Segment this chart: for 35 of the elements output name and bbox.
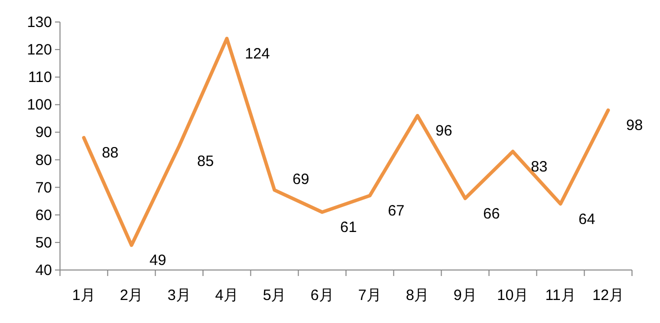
data-label: 96	[436, 122, 452, 140]
data-label: 85	[197, 153, 214, 170]
y-tick-label: 90	[35, 124, 52, 142]
data-label: 69	[292, 171, 310, 188]
y-tick-label: 50	[35, 234, 52, 252]
x-tick-label: 10月	[496, 287, 529, 304]
y-tick-label: 100	[26, 96, 52, 114]
data-label: 49	[150, 252, 166, 270]
x-tick-label: 3月	[167, 287, 191, 304]
data-label: 64	[578, 210, 596, 228]
y-tick-label: 60	[35, 206, 52, 224]
y-tick-label: 80	[35, 152, 52, 169]
x-tick-label: 8月	[406, 287, 430, 304]
data-label: 124	[244, 46, 270, 63]
line-series	[82, 36, 610, 247]
x-tick-label: 4月	[215, 287, 239, 304]
x-tick-label: 2月	[120, 287, 144, 304]
data-label: 61	[340, 219, 357, 236]
data-label: 98	[626, 117, 643, 134]
x-tick-label: 1月	[72, 287, 96, 304]
data-label: 66	[483, 205, 500, 222]
x-tick-label: 5月	[262, 287, 286, 304]
y-tick-label: 130	[26, 14, 52, 31]
x-tick-label: 11月	[545, 287, 576, 304]
x-tick-label: 9月	[453, 287, 477, 304]
data-label: 67	[388, 202, 405, 220]
y-tick-label: 120	[26, 42, 52, 59]
data-label: 83	[530, 158, 548, 176]
x-tick-label: 7月	[358, 287, 382, 304]
data-label: 88	[102, 144, 119, 162]
x-tick-label: 12月	[592, 287, 624, 304]
y-tick-label: 70	[35, 179, 52, 196]
y-tick-label: 40	[35, 262, 52, 279]
y-tick-label: 110	[28, 69, 52, 86]
x-tick-label: 6月	[310, 287, 334, 304]
